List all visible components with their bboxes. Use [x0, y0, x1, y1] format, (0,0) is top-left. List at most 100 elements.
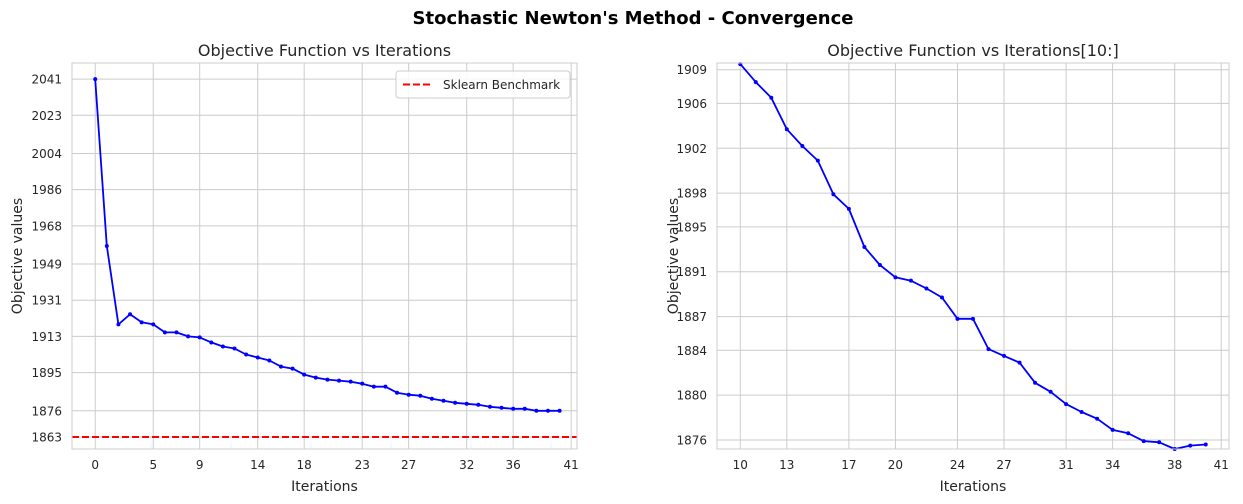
legend: Sklearn Benchmark [395, 70, 571, 99]
left-x-tick-label: 18 [297, 458, 312, 472]
right-data-point [815, 158, 820, 163]
right-x-tick-label: 10 [733, 458, 748, 472]
right-data-point [784, 127, 789, 132]
left-data-point [186, 334, 191, 339]
right-x-tick-label: 34 [1105, 458, 1120, 472]
left-data-point [220, 344, 225, 349]
right-data-point [971, 316, 975, 321]
left-y-tick-label: 1986 [31, 183, 62, 197]
right-data-point [939, 295, 944, 300]
right-y-tick-label: 1880 [676, 389, 707, 403]
right-y-tick-label: 1876 [676, 434, 707, 448]
left-x-tick-label: 27 [401, 458, 416, 472]
right-y-tick-label: 1902 [676, 142, 707, 156]
right-data-point [1141, 439, 1146, 444]
left-y-tick-label: 1968 [31, 219, 62, 233]
right-data-point [955, 316, 960, 321]
left-data-point [557, 408, 562, 413]
left-x-axis-label: Iterations [291, 479, 358, 495]
left-data-point [313, 375, 318, 380]
right-y-tick-label: 1898 [676, 187, 707, 201]
left-y-tick-label: 1949 [31, 258, 62, 272]
left-data-point [453, 400, 458, 405]
right-data-point [769, 95, 774, 100]
right-x-tick-label: 27 [996, 458, 1011, 472]
right-data-point [1095, 416, 1100, 421]
right-data-point [1033, 380, 1038, 385]
left-data-point [499, 405, 504, 410]
right-x-tick-label: 31 [1058, 458, 1073, 472]
left-data-point [348, 379, 353, 384]
left-data-point [267, 358, 272, 363]
left-plot-frame [71, 62, 578, 450]
right-data-point [1126, 431, 1131, 436]
left-data-point [360, 381, 365, 386]
left-data-point [104, 243, 109, 248]
left-x-tick-label: 5 [149, 458, 157, 472]
left-y-axis-label: Objective values [10, 198, 26, 314]
left-data-point [534, 408, 539, 413]
left-data-point [174, 330, 179, 335]
right-data-point [1110, 427, 1115, 432]
right-x-axis-label: Iterations [940, 479, 1007, 495]
right-plot-frame [716, 62, 1230, 450]
right-data-point [1188, 443, 1193, 448]
left-tick-labels: 0 5 9 14 18 23 27 32 36 41 1863 1876 1895 1913 1931 194… [31, 73, 578, 472]
right-x-tick-label: 20 [888, 458, 903, 472]
left-data-point [116, 322, 121, 327]
left-data-point [429, 396, 434, 401]
left-y-tick-label: 1876 [31, 404, 62, 418]
right-data-point [893, 275, 898, 280]
left-data-point [371, 384, 376, 389]
left-data-point [464, 401, 469, 406]
right-objective-line [739, 63, 1206, 450]
right-grid [717, 63, 1229, 449]
right-data-point [862, 245, 867, 250]
legend-box [395, 70, 571, 99]
left-data-point [139, 320, 144, 325]
left-x-tick-label: 41 [564, 458, 579, 472]
left-y-tick-label: 1931 [31, 294, 62, 308]
left-data-point [441, 398, 446, 403]
left-y-tick-label: 2023 [31, 109, 62, 123]
left-x-tick-label: 9 [196, 458, 204, 472]
right-data-point [753, 80, 758, 85]
left-series [72, 77, 577, 438]
left-data-point [232, 346, 237, 351]
left-data-point [383, 384, 388, 389]
right-data-point [908, 278, 913, 283]
left-data-point [325, 377, 330, 382]
left-plot-title: Objective Function vs Iterations [198, 41, 451, 60]
left-x-tick-label: 14 [250, 458, 265, 472]
figure-title: Stochastic Newton's Method - Convergence [413, 8, 854, 29]
left-data-point [93, 77, 98, 82]
right-data-point [1048, 389, 1053, 394]
left-data-point [406, 392, 411, 397]
left-y-tick-label: 1913 [31, 330, 62, 344]
left-data-point [511, 406, 516, 411]
right-panel: 10 13 17 20 24 27 31 34 38 41 1876 1880 1884 1887 1891… [666, 41, 1230, 495]
left-data-point [244, 352, 249, 357]
left-y-tick-label: 2004 [31, 147, 62, 161]
right-data-point [1203, 442, 1208, 447]
left-grid [72, 63, 577, 449]
right-x-tick-label: 24 [950, 458, 965, 472]
left-data-point [418, 393, 423, 398]
right-tick-labels: 10 13 17 20 24 27 31 34 38 41 1876 1880 1884 1887 1891… [676, 63, 1228, 472]
right-plot-title: Objective Function vs Iterations[10:] [827, 41, 1118, 60]
right-y-tick-label: 1887 [676, 310, 707, 324]
right-x-tick-label: 41 [1214, 458, 1229, 472]
right-y-tick-label: 1891 [676, 265, 707, 279]
left-data-point [278, 364, 283, 369]
right-data-point [986, 347, 991, 352]
left-data-point [209, 340, 214, 345]
left-data-point [162, 330, 167, 335]
right-data-point [1064, 402, 1069, 407]
left-panel: 0 5 9 14 18 23 27 32 36 41 1863 1876 1895 1913 1931 194… [10, 41, 579, 495]
right-data-point [1157, 440, 1162, 445]
right-x-tick-label: 13 [779, 458, 794, 472]
right-x-tick-label: 17 [841, 458, 856, 472]
right-data-point [1017, 360, 1022, 365]
right-series [738, 62, 1208, 451]
